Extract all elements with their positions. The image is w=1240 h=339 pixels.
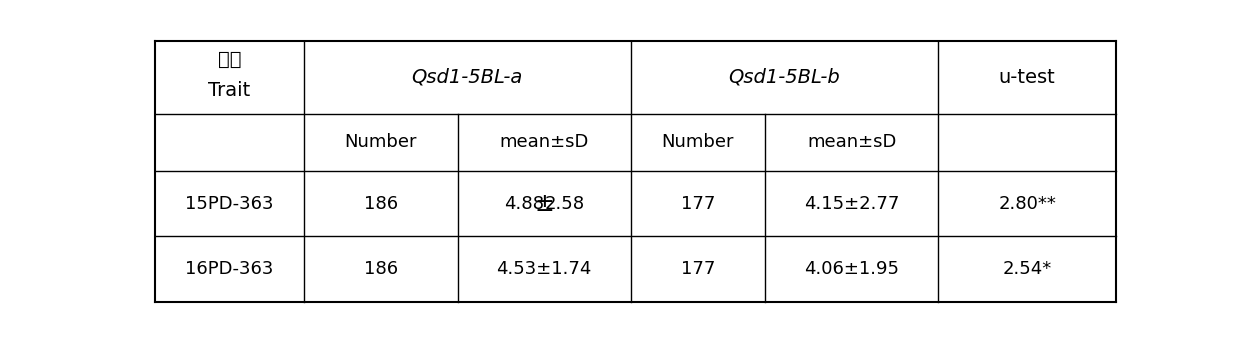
Text: Number: Number <box>662 134 734 152</box>
Text: Trait: Trait <box>208 81 250 100</box>
Text: 4.15±2.77: 4.15±2.77 <box>804 195 899 213</box>
Text: 186: 186 <box>363 260 398 278</box>
Text: ±: ± <box>534 192 554 216</box>
Text: 4.88: 4.88 <box>505 195 544 213</box>
Text: 性状: 性状 <box>218 49 242 68</box>
Text: 4.53±1.74: 4.53±1.74 <box>496 260 591 278</box>
Text: 177: 177 <box>681 195 715 213</box>
Text: 4.06±1.95: 4.06±1.95 <box>805 260 899 278</box>
Text: Qsd1-5BL-b: Qsd1-5BL-b <box>729 68 841 87</box>
Text: 177: 177 <box>681 260 715 278</box>
Text: mean±sD: mean±sD <box>807 134 897 152</box>
Text: 186: 186 <box>363 195 398 213</box>
Text: Qsd1-5BL-a: Qsd1-5BL-a <box>412 68 523 87</box>
Text: 2.58: 2.58 <box>544 195 584 213</box>
Text: Number: Number <box>345 134 417 152</box>
Text: u-test: u-test <box>998 68 1055 87</box>
Text: 16PD-363: 16PD-363 <box>185 260 274 278</box>
Text: 15PD-363: 15PD-363 <box>185 195 274 213</box>
Text: mean±sD: mean±sD <box>500 134 589 152</box>
Text: 2.54*: 2.54* <box>1002 260 1052 278</box>
Text: 2.80**: 2.80** <box>998 195 1056 213</box>
